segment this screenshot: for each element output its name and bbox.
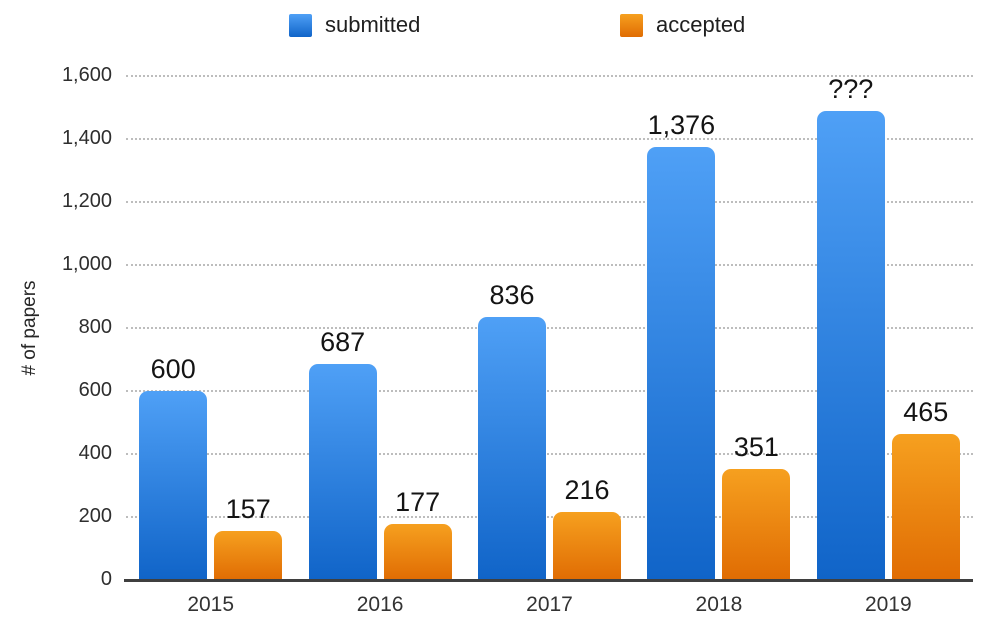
y-tick-label: 600 <box>78 379 112 401</box>
y-tick-label: 1,400 <box>61 127 112 149</box>
legend-label-submitted: submitted <box>325 12 421 37</box>
bar-value-label-accepted-2019: 465 <box>903 396 949 427</box>
bar-submitted-2017 <box>478 316 546 580</box>
bar-value-label-submitted-2018: 1,376 <box>647 109 716 140</box>
bar-accepted-2018 <box>722 469 791 580</box>
bar-value-label-accepted-2017: 216 <box>564 474 610 505</box>
gridline <box>126 201 973 203</box>
x-tick-label-2019: 2019 <box>864 593 912 616</box>
gridline <box>126 453 973 455</box>
bar-value-label-submitted-2015: 600 <box>150 354 196 384</box>
bar-value-label-accepted-2016: 177 <box>395 487 441 518</box>
gridline <box>126 264 973 266</box>
legend-swatch-submitted-icon <box>289 13 312 37</box>
bar-value-label-accepted-2015: 157 <box>225 493 271 524</box>
gridline <box>126 516 973 518</box>
legend: submitted accepted <box>0 0 993 48</box>
bar-submitted-2018 <box>647 146 716 580</box>
bar-submitted-2016 <box>308 363 377 580</box>
y-tick-label: 1,000 <box>61 253 112 275</box>
legend-label-accepted: accepted <box>656 12 746 37</box>
y-tick-label: 1,200 <box>61 190 112 212</box>
legend-swatch-accepted-icon <box>620 13 643 37</box>
x-tick-label-2016: 2016 <box>356 593 404 616</box>
y-tick-label: 0 <box>100 568 112 590</box>
bar-accepted-2015 <box>214 530 283 580</box>
bar-accepted-2017 <box>553 511 621 580</box>
gridline <box>126 327 973 329</box>
x-tick-label-2018: 2018 <box>695 593 743 616</box>
bar-accepted-2016 <box>383 524 452 580</box>
x-axis-line <box>124 579 973 582</box>
legend-item-submitted: submitted <box>289 12 420 38</box>
x-tick-label-2017: 2017 <box>526 593 573 616</box>
x-tick-label-2015: 2015 <box>187 593 235 616</box>
y-tick-label: 200 <box>78 505 112 527</box>
bar-value-label-accepted-2018: 351 <box>733 432 779 463</box>
y-tick-label: 800 <box>78 316 112 338</box>
bar-accepted-2019 <box>891 433 960 580</box>
gridline <box>126 390 973 392</box>
gridline <box>126 138 973 140</box>
bar-submitted-2019 <box>816 110 885 580</box>
bar-submitted-2015 <box>139 391 208 580</box>
bar-value-label-submitted-2017: 836 <box>489 279 535 310</box>
legend-item-accepted: accepted <box>620 12 745 38</box>
bar-value-label-submitted-2016: 687 <box>320 326 366 357</box>
bar-value-label-submitted-2019: ??? <box>828 73 874 104</box>
y-tick-label: 400 <box>78 442 112 464</box>
y-tick-label: 1,600 <box>61 64 112 86</box>
gridline <box>126 75 973 77</box>
